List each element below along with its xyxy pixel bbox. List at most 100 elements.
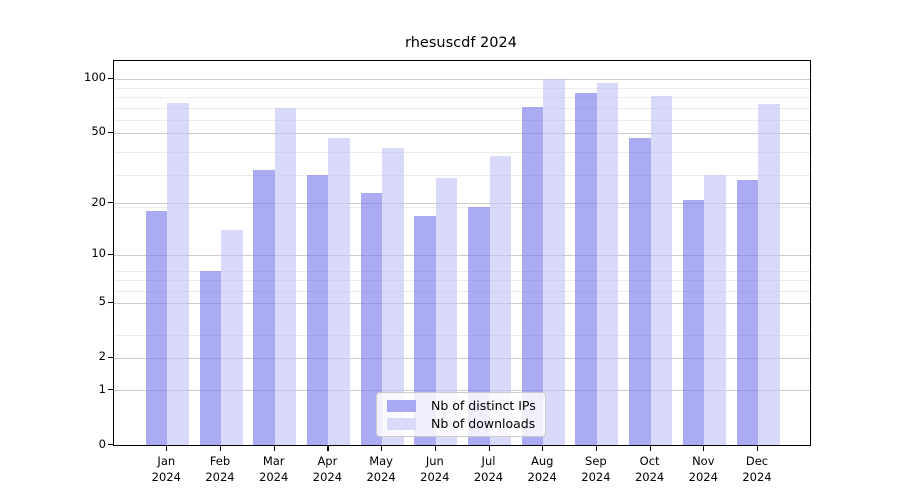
x-axis-label-month: Mar: [262, 454, 285, 468]
x-axis-label-apr: Apr 2024: [299, 454, 355, 485]
bar-downloads-sep: [596, 82, 619, 445]
gridline-minor-7: [114, 279, 810, 281]
x-axis-label-year: 2024: [634, 469, 665, 484]
x-axis-label-month: Dec: [745, 454, 769, 468]
x-axis-label-dec: Dec 2024: [729, 454, 785, 485]
x-axis-label-month: Feb: [209, 454, 231, 468]
x-axis-label-year: 2024: [742, 469, 772, 484]
gridline-minor-8: [114, 270, 810, 272]
bar-downloads-apr: [328, 137, 350, 445]
gridline-minor-89: [114, 87, 810, 89]
bar-downloads-dec: [758, 104, 780, 445]
x-axis-label-year: 2024: [312, 469, 343, 484]
gridline-major-50: [114, 132, 810, 134]
x-tick-mark-oct: [649, 446, 651, 451]
gridline-major-1: [114, 390, 810, 391]
x-axis-label-jan: Jan 2024: [138, 454, 194, 485]
x-axis-label-nov: Nov 2024: [675, 454, 731, 485]
gridline-minor-59: [114, 119, 810, 121]
x-axis-label-month: Jul: [481, 454, 496, 468]
gridline-minor-69: [114, 107, 810, 109]
bar-downloads-feb: [221, 230, 243, 445]
y-tick-mark-100: [108, 77, 113, 79]
y-axis-label-5: 5: [98, 294, 106, 309]
bar-distinct-ips-feb: [199, 270, 221, 445]
bar-distinct-ips-jun: [414, 215, 436, 445]
legend: Nb of distinct IPs Nb of downloads: [376, 392, 546, 437]
y-tick-mark-5: [108, 301, 113, 303]
x-axis-label-month: Nov: [692, 454, 715, 468]
x-tick-mark-nov: [703, 446, 705, 451]
legend-label-downloads: Nb of downloads: [431, 416, 536, 431]
x-tick-mark-apr: [327, 446, 329, 451]
gridline-major-5: [114, 302, 810, 304]
bar-distinct-ips-oct: [629, 137, 651, 445]
y-axis-label-100: 100: [84, 70, 106, 85]
y-axis-label-0: 0: [98, 436, 106, 451]
x-axis-label-year: 2024: [581, 469, 611, 484]
y-tick-mark-1: [108, 389, 113, 391]
x-axis-label-year: 2024: [259, 469, 289, 484]
x-axis-label-jun: Jun 2024: [407, 454, 463, 485]
x-axis-label-sep: Sep 2024: [568, 454, 624, 485]
y-axis-label-1: 1: [98, 381, 106, 396]
chart-title: rhesuscdf 2024: [405, 35, 517, 51]
gridline-minor-3: [114, 334, 810, 336]
bar-distinct-ips-mar: [253, 169, 275, 445]
bar-downloads-oct: [650, 96, 673, 445]
x-tick-mark-mar: [273, 446, 275, 451]
x-axis-label-mar: Mar 2024: [246, 454, 302, 485]
gridline-major-2: [114, 357, 810, 359]
legend-label-distinct-ips: Nb of distinct IPs: [431, 398, 536, 413]
y-tick-mark-20: [108, 202, 113, 204]
gridline-major-100: [114, 78, 810, 80]
legend-swatch-downloads: [387, 417, 416, 430]
legend-item-downloads: Nb of downloads: [387, 416, 535, 431]
bar-distinct-ips-apr: [306, 174, 329, 445]
bar-downloads-jul: [489, 156, 511, 445]
y-tick-mark-10: [108, 253, 113, 255]
x-axis-label-month: May: [369, 454, 393, 468]
y-tick-mark-50: [108, 131, 113, 133]
x-axis-label-month: Apr: [317, 454, 338, 468]
x-tick-mark-jun: [434, 446, 436, 451]
x-axis-label-oct: Oct 2024: [622, 454, 678, 485]
x-axis-label-month: Oct: [639, 454, 660, 468]
x-axis-label-feb: Feb 2024: [192, 454, 248, 485]
x-axis-label-year: 2024: [366, 469, 396, 484]
bar-distinct-ips-may: [360, 192, 383, 445]
bar-distinct-ips-nov: [682, 199, 705, 445]
x-axis-label-month: Sep: [585, 454, 607, 468]
bar-distinct-ips-sep: [575, 93, 597, 445]
gridline-major-10: [114, 254, 810, 256]
gridline-minor-29: [114, 174, 810, 176]
legend-item-distinct-ips: Nb of distinct IPs: [387, 398, 536, 413]
x-tick-mark-feb: [220, 446, 222, 451]
bar-distinct-ips-dec: [736, 180, 758, 445]
y-tick-mark-0: [108, 444, 113, 446]
gridline-minor-6: [114, 290, 810, 292]
gridline-minor-79: [114, 97, 810, 99]
y-axis-label-20: 20: [91, 194, 106, 209]
x-axis-label-year: 2024: [688, 469, 718, 484]
x-axis-label-may: May 2024: [353, 454, 409, 485]
legend-swatch-distinct-ips: [387, 399, 416, 412]
x-axis-label-year: 2024: [473, 469, 504, 484]
x-axis-label-aug: Aug 2024: [514, 454, 570, 485]
y-axis-label-2: 2: [98, 349, 106, 364]
bar-distinct-ips-jan: [145, 211, 168, 445]
x-tick-mark-sep: [595, 446, 598, 451]
bar-distinct-ips-jul: [468, 207, 490, 445]
y-tick-mark-2: [108, 356, 113, 358]
bar-downloads-mar: [274, 107, 297, 445]
y-axis-label-50: 50: [91, 124, 106, 139]
gridline-minor-19: [114, 207, 810, 209]
x-tick-mark-jan: [166, 446, 168, 451]
y-axis-label-10: 10: [91, 246, 106, 261]
x-axis-label-year: 2024: [527, 469, 557, 484]
gridline-major-20: [114, 203, 810, 205]
x-tick-mark-may: [381, 446, 383, 451]
gridline-minor-39: [114, 152, 810, 154]
x-axis-label-year: 2024: [205, 469, 235, 484]
x-axis-label-year: 2024: [420, 469, 450, 484]
